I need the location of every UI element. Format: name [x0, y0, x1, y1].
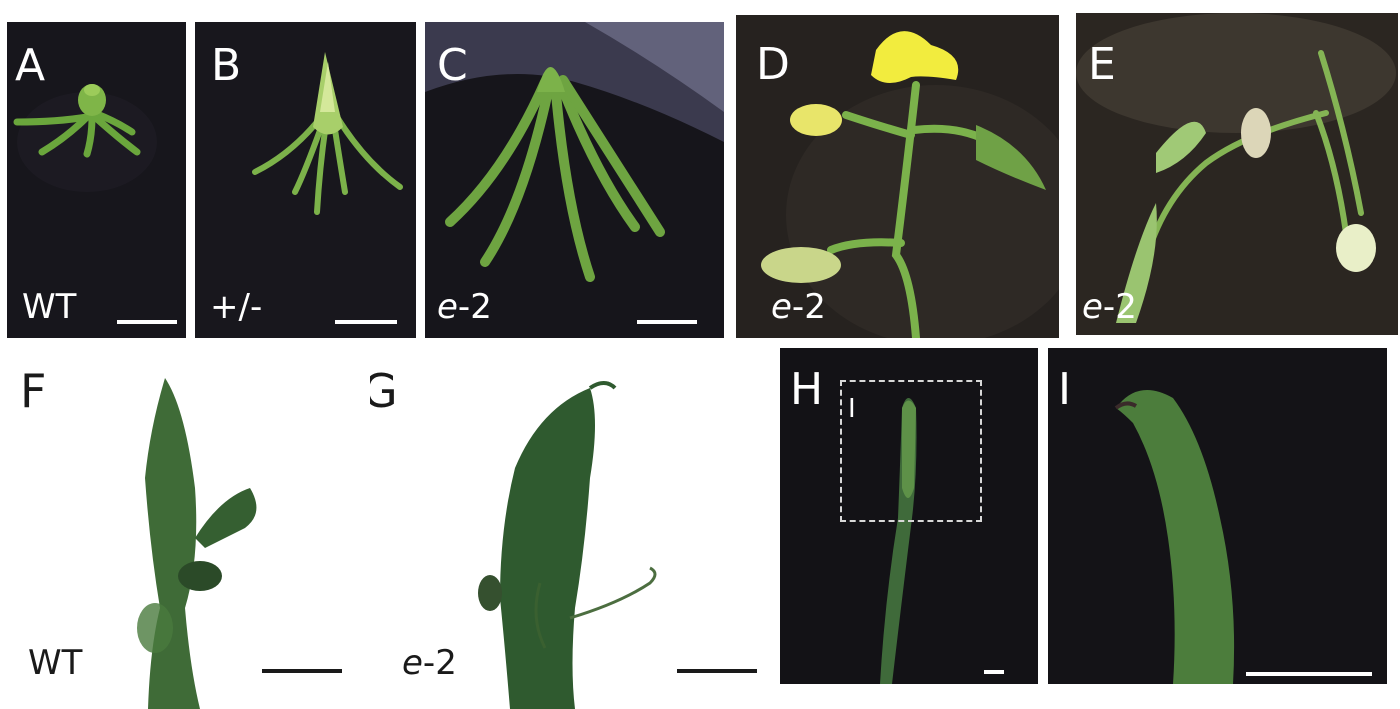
panel-e-letter: E [1088, 39, 1116, 90]
panel-d-genotype-label: e-2 [771, 287, 826, 327]
panel-f-scale-bar [262, 669, 342, 673]
panel-c: C e-2 [425, 22, 724, 338]
panel-c-letter: C [437, 40, 468, 91]
panel-g-scale-bar [677, 669, 757, 673]
panel-c-scale-bar [637, 320, 697, 324]
panel-h: H I [780, 348, 1038, 684]
panel-i-scale-bar [1246, 672, 1372, 676]
panel-h-photo [780, 348, 1038, 684]
panel-b-genotype-label: +/- [210, 287, 263, 327]
panel-b: B +/- [195, 22, 416, 338]
panel-f-genotype-label: WT [28, 643, 83, 683]
panel-b-scale-bar [335, 320, 397, 324]
panel-d-letter: D [756, 39, 790, 90]
panel-i: I [1048, 348, 1387, 684]
panel-b-letter: B [211, 40, 242, 91]
panel-g-letter: G [370, 364, 398, 418]
panel-d: D e-2 [736, 15, 1059, 338]
panel-a-genotype-label: WT [22, 287, 77, 327]
panel-a-scale-bar [117, 320, 177, 324]
panel-h-letter: H [790, 364, 824, 415]
panel-g-photo [370, 348, 775, 709]
panel-e-photo [1076, 13, 1398, 335]
panel-g: G e-2 [370, 348, 775, 709]
panel-f: F WT [0, 348, 370, 709]
panel-b-photo [195, 22, 416, 338]
panel-h-inset-box [840, 380, 982, 522]
panel-a-letter: A [15, 40, 46, 91]
panel-e-genotype-label: e-2 [1082, 287, 1137, 327]
panel-e: E e-2 [1076, 13, 1398, 335]
panel-c-photo [425, 22, 724, 338]
panel-h-inset-letter: I [848, 394, 856, 424]
panel-f-photo [0, 348, 370, 709]
panel-c-genotype-label: e-2 [437, 287, 492, 327]
panel-d-photo [736, 15, 1059, 338]
panel-g-genotype-label: e-2 [402, 643, 457, 683]
panel-i-photo [1048, 348, 1387, 684]
panel-a-photo [7, 22, 186, 338]
panel-h-scale-bar [984, 670, 1004, 674]
panel-f-letter: F [20, 364, 47, 418]
panel-a: A WT [7, 22, 186, 338]
panel-i-letter: I [1058, 364, 1071, 415]
